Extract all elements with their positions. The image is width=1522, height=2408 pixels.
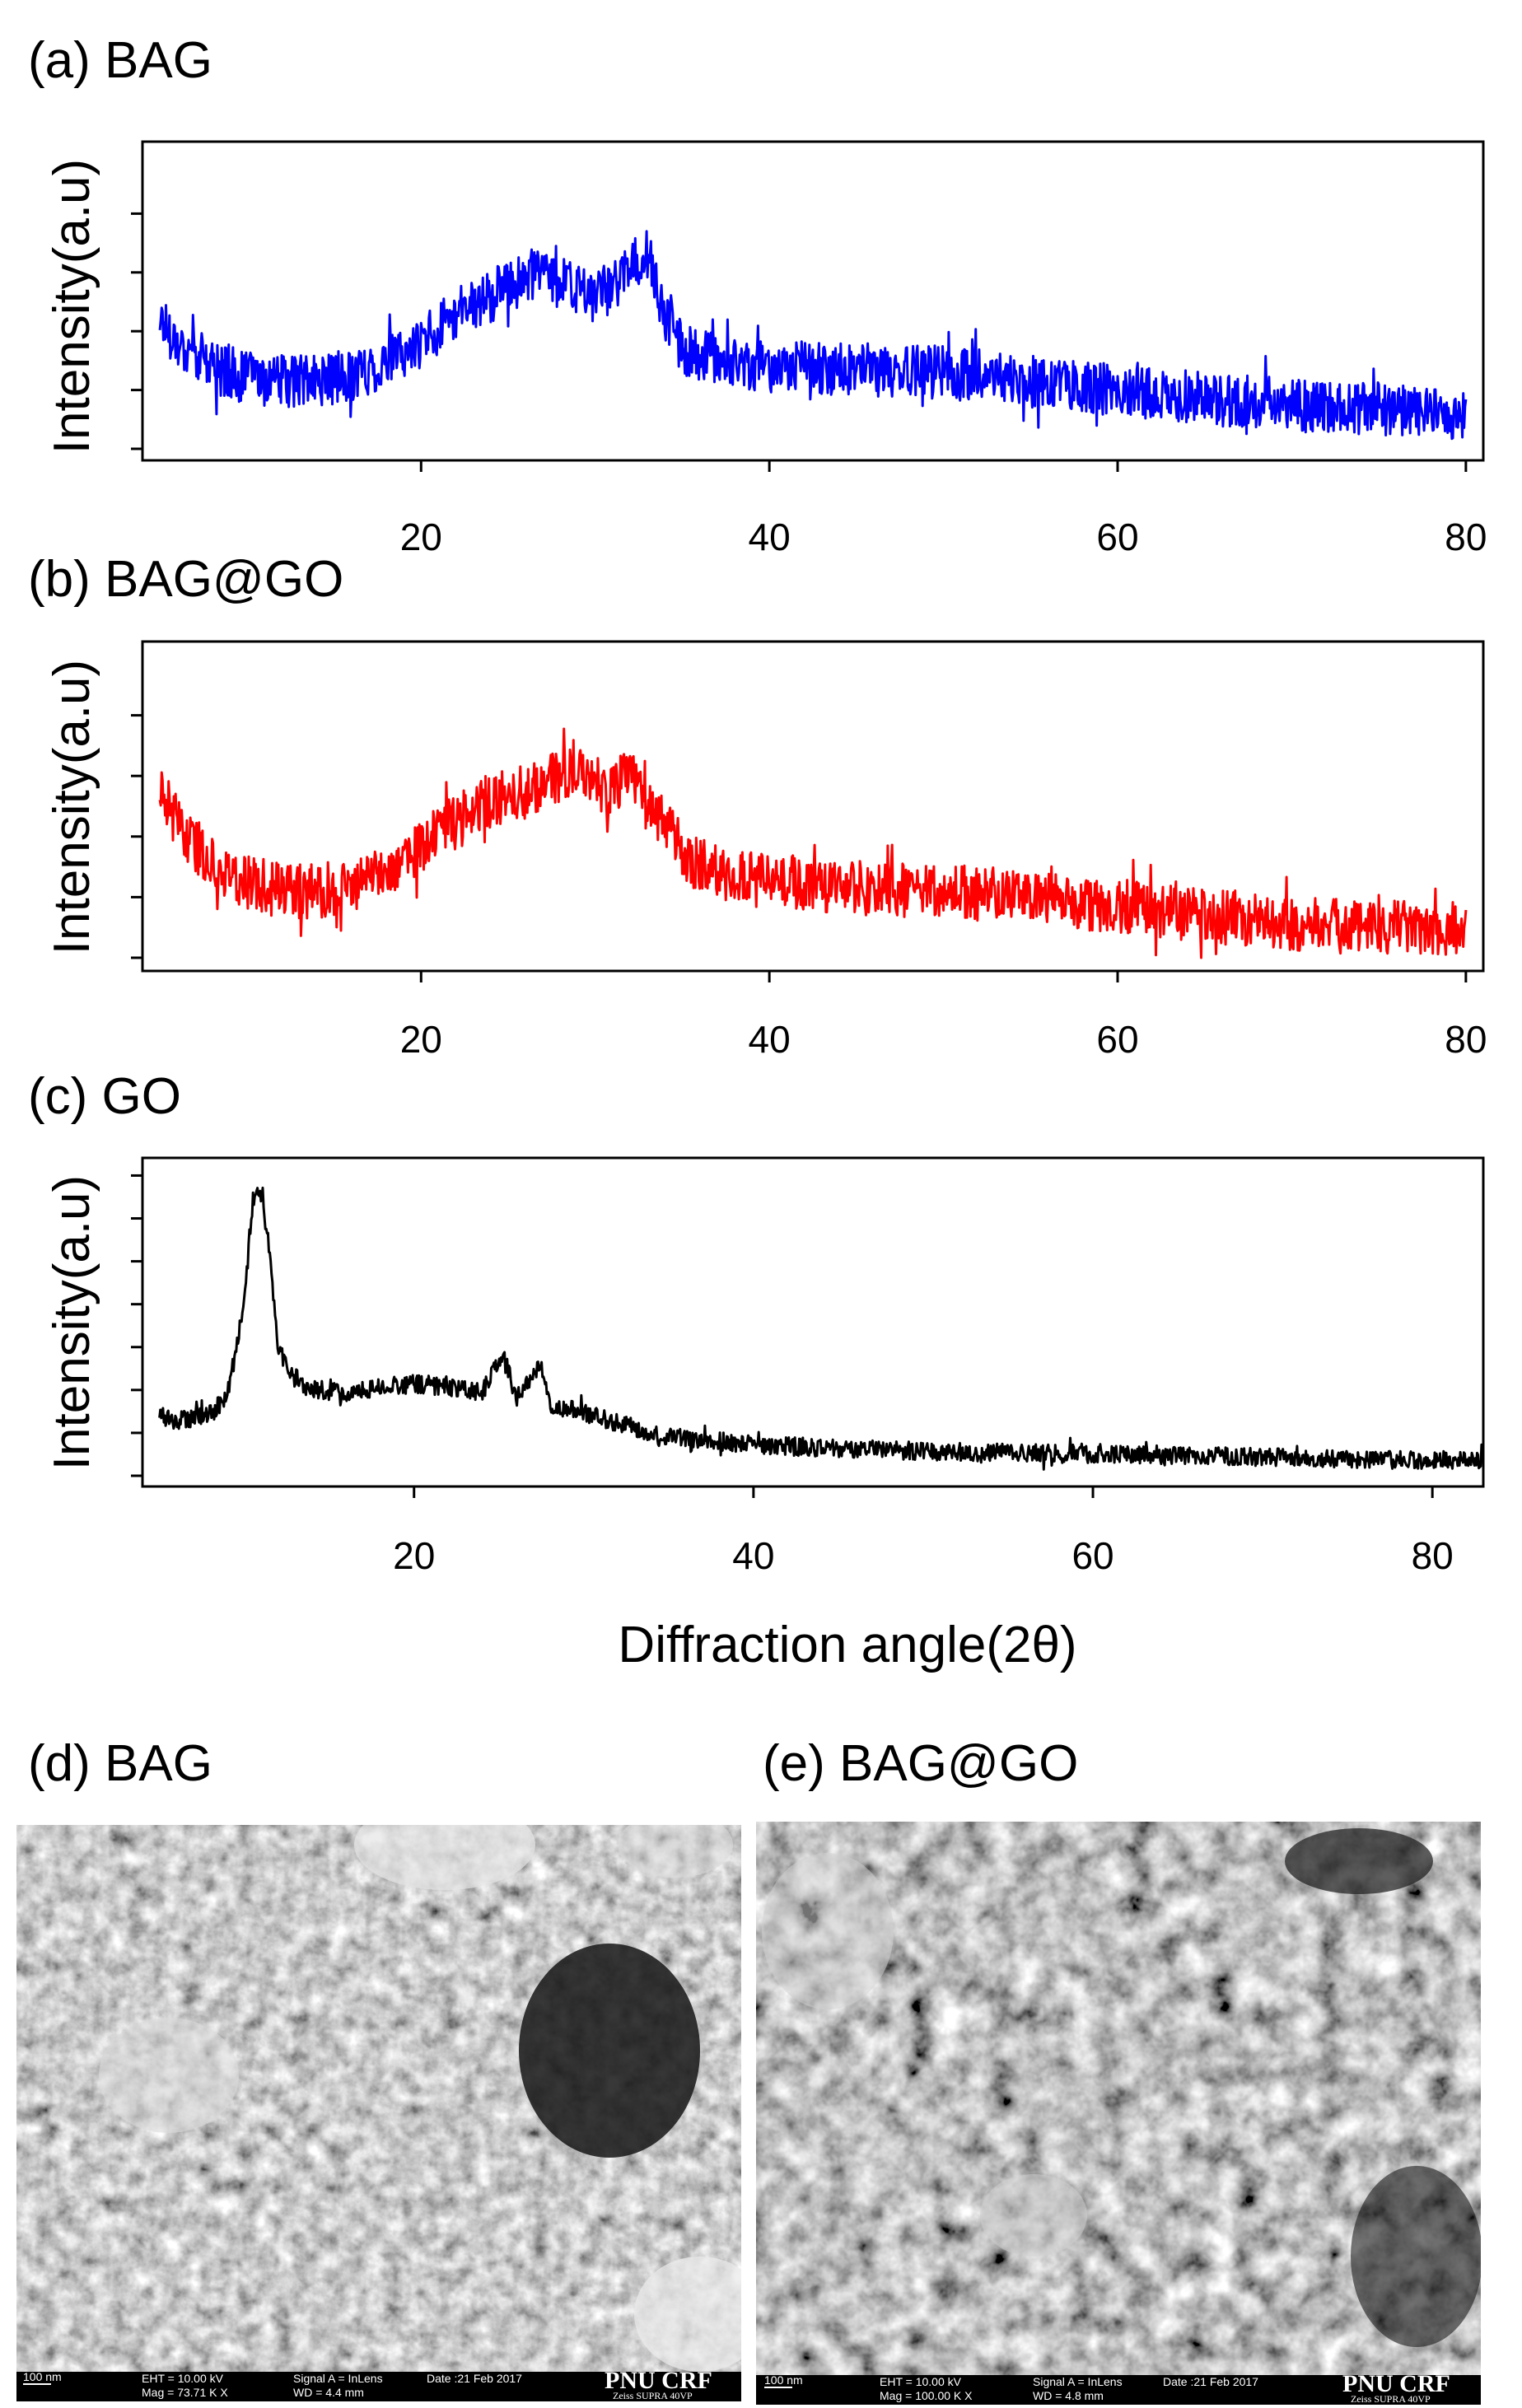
x-tick-labels: 20 40 60 80: [400, 516, 1487, 558]
plot-frame: [141, 640, 1485, 973]
x-tick-label: 80: [1445, 516, 1487, 558]
x-tick-label: 80: [1412, 1534, 1454, 1577]
sem-wd: WD = 4.4 mm: [293, 2386, 364, 2399]
x-tick-label: 20: [400, 1018, 442, 1061]
bright-agglomerate: [99, 2018, 239, 2133]
bright-agglomerate: [762, 1853, 894, 2009]
plot-frame: [141, 1156, 1485, 1488]
axis-ticks: [131, 212, 1468, 472]
sem-date: Date :21 Feb 2017: [427, 2372, 522, 2385]
panel-title: (b) BAG@GO: [28, 551, 343, 608]
bright-agglomerate: [354, 1825, 535, 1890]
sem-image-bag-go: (e) BAG@GO 100 nm EHT = 10.00 kV Mag = 1…: [756, 1735, 1481, 2405]
x-tick-label: 20: [393, 1534, 435, 1577]
sem-instrument: Zeiss SUPRA 40VP: [613, 2390, 693, 2401]
sem-info-bar: [756, 2375, 1481, 2405]
plot-frame: [141, 140, 1485, 462]
sem-eht: EHT = 10.00 kV: [880, 2375, 962, 2388]
y-axis-label: Intensity(a.u): [44, 1175, 100, 1470]
sem-image-bag: (d) BAG 100 nm EHT = 10.00 kV Mag = 73.7…: [16, 1735, 741, 2401]
dark-void: [1285, 1828, 1433, 1894]
x-tick-label: 40: [749, 1018, 791, 1061]
axis-ticks: [131, 714, 1468, 982]
y-axis-label: Intensity(a.u): [44, 660, 100, 954]
sem-mag: Mag = 73.71 K X: [142, 2386, 228, 2399]
panel-title: (a) BAG: [28, 32, 212, 89]
x-tick-label: 80: [1445, 1018, 1487, 1061]
x-tick-label: 40: [749, 516, 791, 558]
sem-brand: PNU CRF: [605, 2367, 712, 2394]
bright-agglomerate: [618, 1825, 733, 1878]
sem-mag: Mag = 100.00 K X: [880, 2389, 973, 2402]
sem-instrument: Zeiss SUPRA 40VP: [1351, 2393, 1431, 2405]
x-tick-labels: 20 40 60 80: [400, 1018, 1487, 1061]
dark-void: [1351, 2166, 1481, 2347]
sem-eht: EHT = 10.00 kV: [142, 2372, 224, 2385]
xrd-panel-bag: (a) BAG Intensity(a.u) 20 40 60 80: [28, 32, 1487, 558]
xrd-panel-go: (c) GO Intensity(a.u) 20 40 60 80: [28, 1068, 1485, 1577]
sem-signal: Signal A = InLens: [1033, 2375, 1123, 2388]
sem-panel-title: (d) BAG: [28, 1735, 212, 1792]
xrd-series-go: [158, 1186, 1485, 1471]
bright-agglomerate: [980, 2174, 1087, 2256]
sem-date: Date :21 Feb 2017: [1163, 2375, 1258, 2388]
x-tick-label: 20: [400, 516, 442, 558]
x-axis-label: Diffraction angle(2θ): [618, 1617, 1076, 1673]
x-tick-label: 40: [732, 1534, 774, 1577]
x-tick-label: 60: [1096, 1018, 1138, 1061]
sem-signal: Signal A = InLens: [293, 2372, 383, 2385]
xrd-series-bag: [158, 230, 1468, 441]
bright-agglomerate: [634, 2256, 741, 2372]
xrd-panel-bag-go: (b) BAG@GO Intensity(a.u) 20 40 60 80: [28, 551, 1487, 1061]
x-tick-label: 60: [1096, 516, 1138, 558]
scale-bar-label: 100 nm: [23, 2370, 62, 2383]
x-tick-labels: 20 40 60 80: [393, 1534, 1454, 1577]
axis-ticks: [131, 1174, 1434, 1498]
sem-brand: PNU CRF: [1342, 2370, 1450, 2397]
dark-void: [519, 1944, 700, 2158]
y-axis-label: Intensity(a.u): [44, 159, 100, 454]
sem-panel-title: (e) BAG@GO: [763, 1735, 1078, 1792]
panel-title: (c) GO: [28, 1068, 181, 1125]
sem-wd: WD = 4.8 mm: [1033, 2389, 1104, 2402]
xrd-series-bag-go: [158, 727, 1468, 959]
scale-bar-label: 100 nm: [764, 2373, 803, 2387]
sem-info-bar: [16, 2372, 741, 2401]
x-tick-label: 60: [1071, 1534, 1113, 1577]
